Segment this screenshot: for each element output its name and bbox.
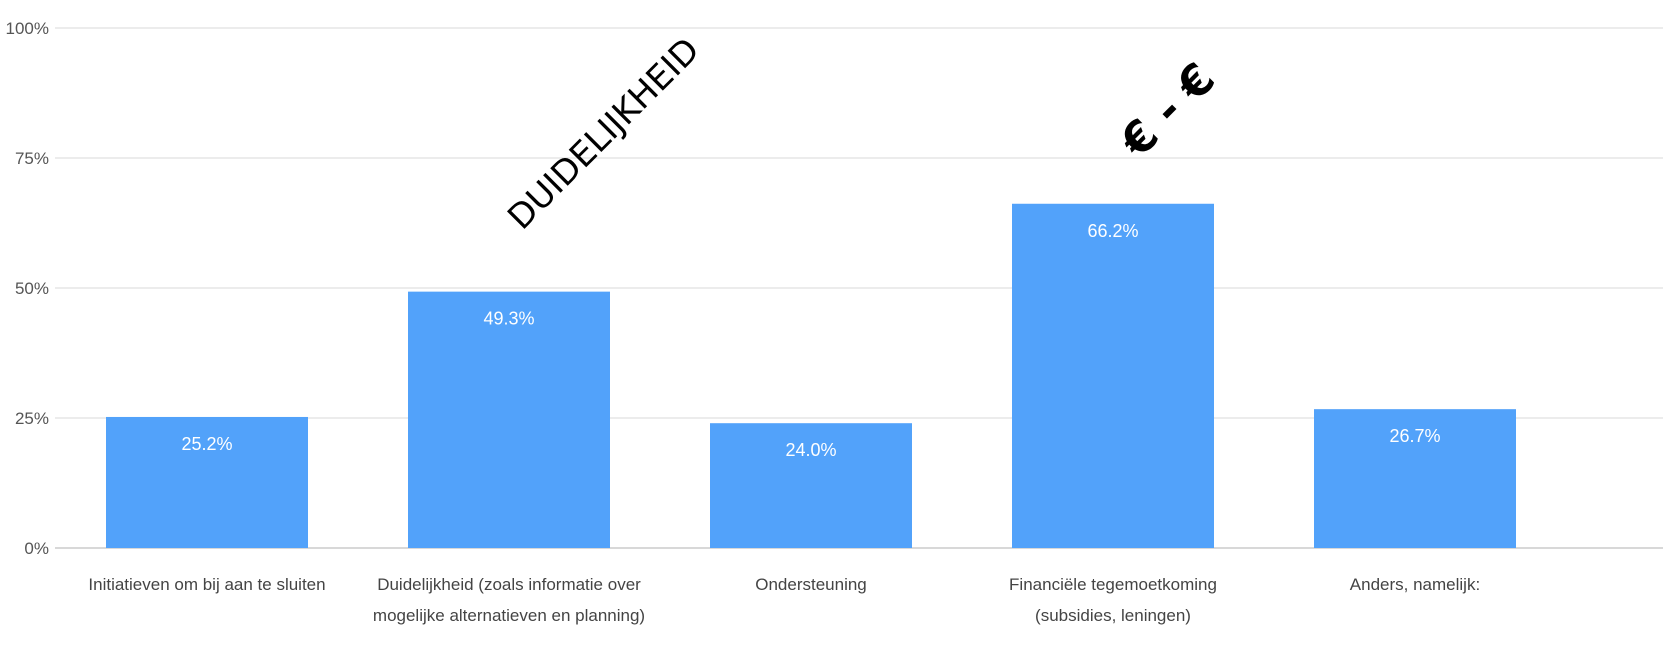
bar <box>1314 409 1516 548</box>
annotation-text: DUIDELIJKHEID <box>500 30 707 237</box>
y-tick-label: 100% <box>6 19 49 38</box>
data-labels: 25.2% 49.3% 24.0% 66.2% 26.7% <box>181 221 1440 460</box>
data-label: 24.0% <box>785 440 836 460</box>
bar <box>106 416 308 548</box>
x-category-label: Initiatieven om bij aan te sluiten <box>88 575 325 594</box>
y-tick-label: 25% <box>15 409 49 428</box>
data-label: 26.7% <box>1389 426 1440 446</box>
x-category-label: Ondersteuning <box>755 575 867 594</box>
y-axis-ticks: 0% 25% 50% 75% 100% <box>6 19 49 558</box>
x-category-label: Anders, namelijk: <box>1350 575 1480 594</box>
x-category-label: (subsidies, leningen) <box>1035 606 1191 625</box>
y-tick-label: 0% <box>24 539 49 558</box>
y-tick-label: 75% <box>15 149 49 168</box>
data-label: 49.3% <box>483 309 534 329</box>
y-tick-label: 50% <box>15 279 49 298</box>
bar <box>408 291 610 548</box>
x-category-label: Duidelijkheid (zoals informatie over <box>377 575 641 594</box>
x-category-label: mogelijke alternatieven en planning) <box>373 606 645 625</box>
data-label: 25.2% <box>181 434 232 454</box>
bar <box>1012 203 1214 548</box>
data-label: 66.2% <box>1087 221 1138 241</box>
annotation-text: € - € <box>1111 53 1226 168</box>
bar <box>710 423 912 548</box>
x-category-label: Financiële tegemoetkoming <box>1009 575 1217 594</box>
x-axis-categories: Initiatieven om bij aan te sluiten Duidel… <box>88 575 1480 625</box>
bars <box>106 203 1516 548</box>
